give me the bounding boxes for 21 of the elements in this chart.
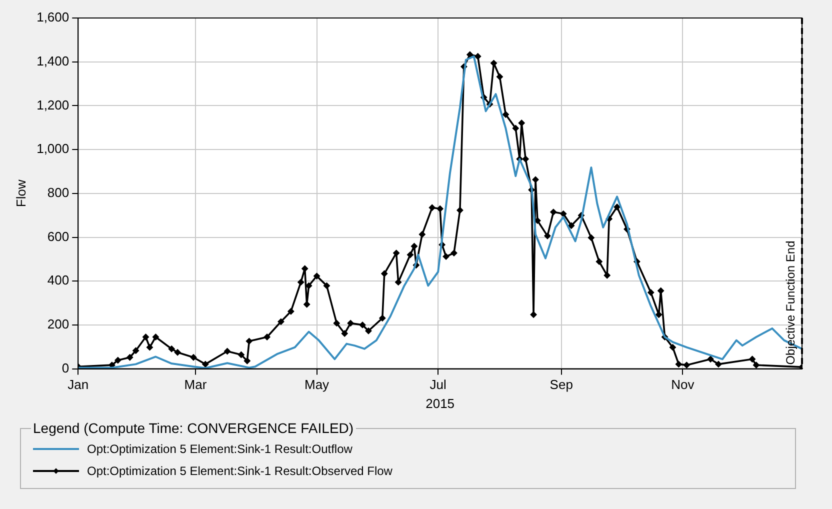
y-axis-title: Flow: [13, 179, 28, 208]
x-tick-label: Jan: [68, 377, 89, 392]
x-tick-label: May: [304, 377, 330, 392]
y-tick-label: 400: [47, 272, 70, 288]
y-tick-label: 600: [47, 228, 70, 244]
x-tick-label: Sep: [550, 377, 573, 392]
y-tick-label: 1,400: [36, 53, 70, 68]
x-tick-label: Nov: [671, 377, 695, 392]
y-tick-label: 800: [47, 184, 70, 200]
x-axis-title: 2015: [426, 396, 455, 411]
x-tick-label: Mar: [184, 377, 208, 392]
legend-label: Opt:Optimization 5 Element:Sink-1 Result:Outflow: [87, 442, 352, 456]
ref-line-label: Objective Function End: [783, 240, 798, 365]
y-tick-label: 200: [47, 316, 70, 332]
legend-label: Opt:Optimization 5 Element:Sink-1 Result:Observed Flow: [87, 464, 392, 478]
y-tick-label: 1,200: [36, 97, 70, 112]
x-tick-label: Jul: [430, 377, 446, 392]
y-tick-label: 0: [62, 360, 70, 376]
legend-title: Legend (Compute Time: CONVERGENCE FAILED): [32, 420, 355, 436]
y-tick-label: 1,000: [36, 141, 70, 156]
y-tick-label: 1,600: [36, 10, 70, 25]
